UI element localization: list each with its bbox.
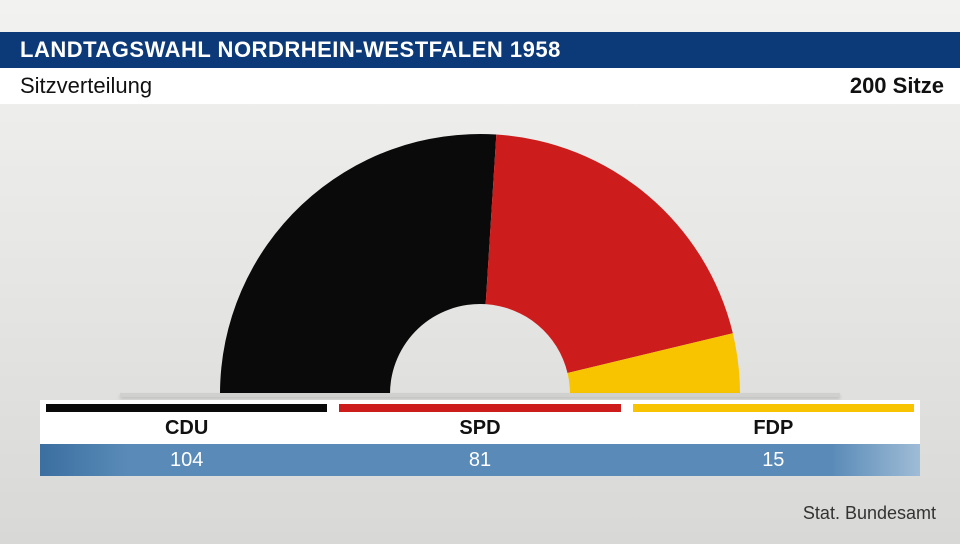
- legend-label-row: CDUSPDFDP: [40, 412, 920, 444]
- subtitle-bar: Sitzverteilung 200 Sitze: [0, 68, 960, 104]
- legend-colorbar-spd: [333, 404, 626, 412]
- wedge-cdu: [220, 134, 496, 394]
- parliament-chart: [0, 120, 960, 400]
- title-bar: LANDTAGSWAHL NORDRHEIN-WESTFALEN 1958: [0, 32, 960, 68]
- legend-colorbar-row: [40, 400, 920, 412]
- source-label: Stat. Bundesamt: [803, 503, 936, 524]
- legend-value-fdp: 15: [627, 449, 920, 472]
- wedge-spd: [486, 135, 733, 373]
- legend-value-cdu: 104: [40, 449, 333, 472]
- chart-frame: LANDTAGSWAHL NORDRHEIN-WESTFALEN 1958 Si…: [0, 0, 960, 544]
- legend-label-spd: SPD: [333, 417, 626, 440]
- legend-label-cdu: CDU: [40, 417, 333, 440]
- legend-colorbar-inner: [633, 404, 914, 412]
- chart-area: [0, 120, 960, 400]
- legend-colorbar-cdu: [40, 404, 333, 412]
- legend-label-fdp: FDP: [627, 417, 920, 440]
- legend-colorbar-inner: [339, 404, 620, 412]
- total-seats-label: 200 Sitze: [850, 73, 944, 99]
- page-title: LANDTAGSWAHL NORDRHEIN-WESTFALEN 1958: [20, 37, 561, 63]
- subtitle: Sitzverteilung: [20, 73, 152, 99]
- legend-value-row: 1048115: [40, 444, 920, 476]
- legend: CDUSPDFDP 1048115: [40, 400, 920, 476]
- legend-colorbar-inner: [46, 404, 327, 412]
- chart-baseline: [120, 393, 840, 397]
- legend-value-spd: 81: [333, 449, 626, 472]
- legend-colorbar-fdp: [627, 404, 920, 412]
